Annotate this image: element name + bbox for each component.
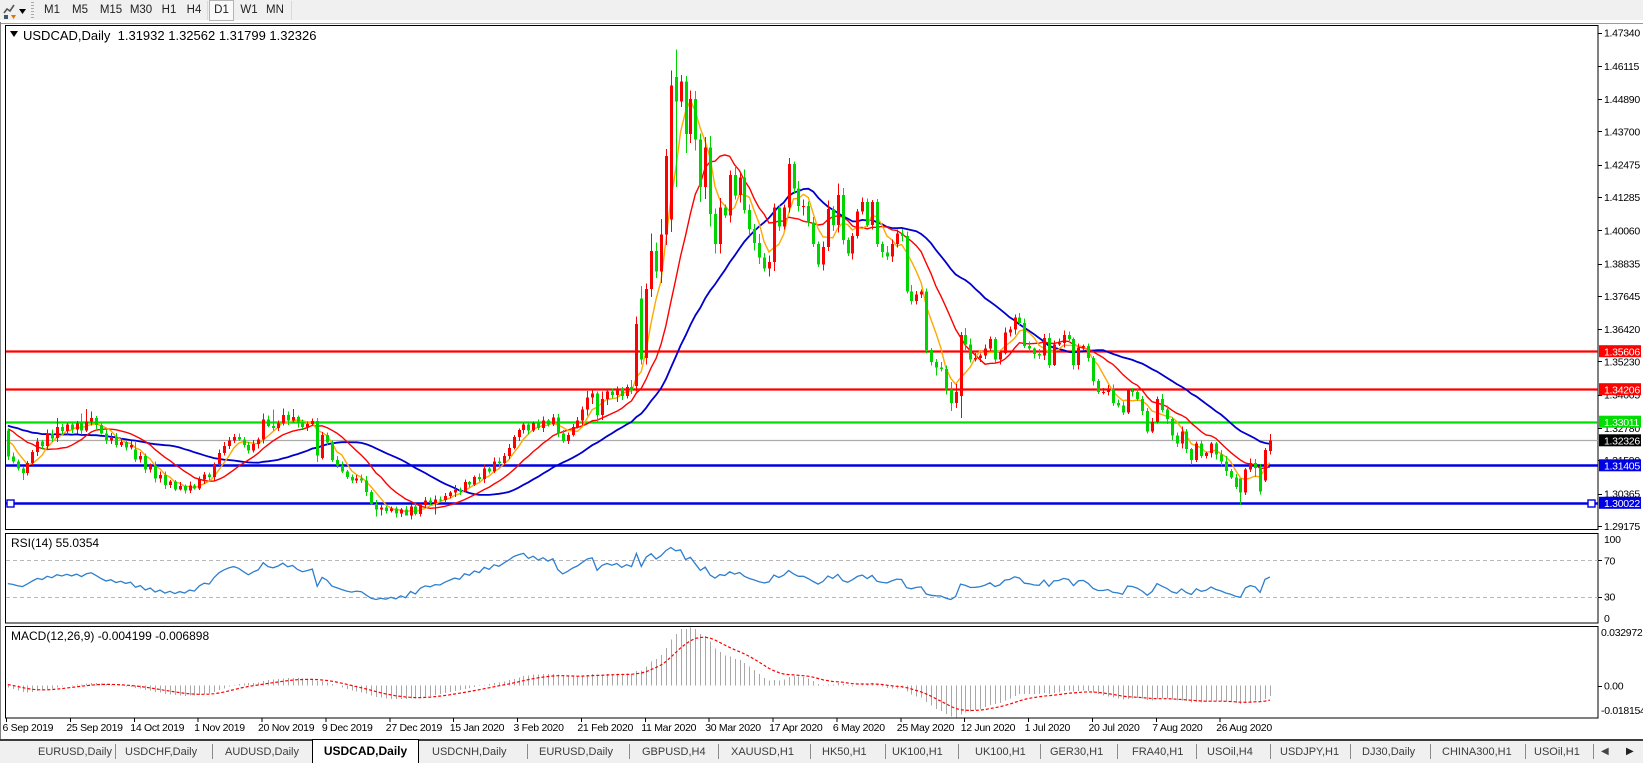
svg-text:3 Feb 2020: 3 Feb 2020 <box>514 722 565 734</box>
svg-text:1 Jul 2020: 1 Jul 2020 <box>1025 722 1071 734</box>
svg-text:25 Sep 2019: 25 Sep 2019 <box>66 722 123 734</box>
svg-text:14 Oct 2019: 14 Oct 2019 <box>130 722 184 734</box>
svg-text:0.00: 0.00 <box>1604 681 1624 693</box>
svg-text:1.34206: 1.34206 <box>1604 384 1640 396</box>
svg-text:1.32326: 1.32326 <box>1604 436 1640 448</box>
svg-text:100: 100 <box>1604 534 1621 546</box>
svg-text:1.41285: 1.41285 <box>1604 192 1640 204</box>
svg-text:-0.018154: -0.018154 <box>1601 705 1643 717</box>
svg-text:6 May 2020: 6 May 2020 <box>833 722 885 734</box>
svg-text:1.46115: 1.46115 <box>1604 61 1640 73</box>
svg-text:1 Nov 2019: 1 Nov 2019 <box>194 722 245 734</box>
svg-text:1.43700: 1.43700 <box>1604 126 1640 138</box>
svg-text:7 Aug 2020: 7 Aug 2020 <box>1152 722 1203 734</box>
svg-text:1.35606: 1.35606 <box>1604 346 1640 358</box>
svg-text:MACD(12,26,9) -0.004199 -0.006: MACD(12,26,9) -0.004199 -0.006898 <box>11 629 209 643</box>
svg-text:15 Jan 2020: 15 Jan 2020 <box>450 722 505 734</box>
svg-text:1.31405: 1.31405 <box>1604 461 1640 473</box>
svg-text:20 Jul 2020: 20 Jul 2020 <box>1089 722 1140 734</box>
svg-text:17 Apr 2020: 17 Apr 2020 <box>769 722 823 734</box>
svg-text:1.36420: 1.36420 <box>1604 324 1640 336</box>
svg-text:1.44890: 1.44890 <box>1604 94 1640 106</box>
svg-text:0.032972: 0.032972 <box>1601 627 1643 639</box>
svg-text:1.47340: 1.47340 <box>1604 28 1640 40</box>
svg-text:USDCAD,Daily 1.31932 1.32562: USDCAD,Daily 1.31932 1.32562 1.31799 1.3… <box>23 28 316 43</box>
svg-text:6 Sep 2019: 6 Sep 2019 <box>3 722 54 734</box>
svg-text:1.40060: 1.40060 <box>1604 225 1640 237</box>
svg-text:12 Jun 2020: 12 Jun 2020 <box>961 722 1016 734</box>
svg-text:25 May 2020: 25 May 2020 <box>897 722 955 734</box>
svg-text:1.42475: 1.42475 <box>1604 160 1640 172</box>
svg-text:RSI(14) 55.0354: RSI(14) 55.0354 <box>11 536 99 550</box>
svg-text:70: 70 <box>1604 556 1616 568</box>
svg-text:1.29175: 1.29175 <box>1604 521 1640 533</box>
svg-text:1.37645: 1.37645 <box>1604 291 1640 303</box>
svg-text:20 Nov 2019: 20 Nov 2019 <box>258 722 315 734</box>
svg-text:30: 30 <box>1604 592 1616 604</box>
svg-text:1.38835: 1.38835 <box>1604 259 1640 271</box>
svg-text:30 Mar 2020: 30 Mar 2020 <box>705 722 761 734</box>
svg-text:21 Feb 2020: 21 Feb 2020 <box>577 722 633 734</box>
svg-text:9 Dec 2019: 9 Dec 2019 <box>322 722 373 734</box>
svg-text:11 Mar 2020: 11 Mar 2020 <box>641 722 696 734</box>
svg-text:1.30022: 1.30022 <box>1604 498 1640 510</box>
svg-text:26 Aug 2020: 26 Aug 2020 <box>1216 722 1272 734</box>
svg-text:1.33011: 1.33011 <box>1604 417 1640 429</box>
svg-text:27 Dec 2019: 27 Dec 2019 <box>386 722 443 734</box>
svg-text:1.35230: 1.35230 <box>1604 356 1640 368</box>
svg-text:0: 0 <box>1604 613 1610 625</box>
